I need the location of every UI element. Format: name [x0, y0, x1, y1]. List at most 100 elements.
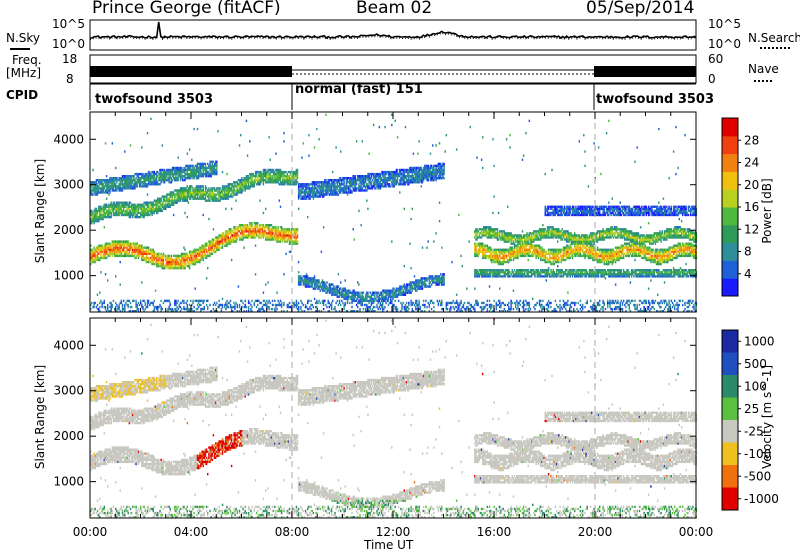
power-cell — [255, 299, 258, 303]
power-cell — [101, 187, 103, 190]
power-cell — [238, 191, 241, 194]
power-cell — [353, 179, 356, 182]
power-cell — [195, 250, 198, 253]
power-cell — [201, 256, 203, 260]
power-cell — [378, 299, 381, 303]
power-cell — [166, 172, 168, 176]
power-cell — [261, 232, 264, 235]
power-cell — [321, 281, 324, 284]
power-cell — [407, 172, 409, 176]
power-cell — [172, 203, 175, 206]
power-cell — [175, 267, 177, 270]
power-cell — [119, 242, 121, 245]
power-cell — [366, 310, 368, 313]
power-cell — [107, 205, 109, 208]
power-cell — [140, 246, 142, 249]
power-cell — [145, 248, 148, 251]
power-cell — [388, 293, 391, 296]
power-cell — [105, 189, 108, 192]
power-cell — [163, 205, 166, 208]
power-cell — [186, 170, 189, 174]
power-cell — [160, 254, 162, 258]
power-cell — [399, 291, 401, 294]
power-cell — [129, 244, 132, 247]
power-cell — [146, 179, 149, 182]
power-cell — [95, 250, 98, 253]
power-cell — [150, 183, 152, 186]
power-cell — [236, 303, 239, 307]
power-cell — [315, 181, 317, 184]
power-cell — [385, 291, 387, 294]
power-cell — [145, 256, 148, 260]
power-cell — [197, 197, 200, 200]
power-cell — [416, 170, 418, 174]
power-cell — [159, 303, 161, 307]
power-cell — [322, 191, 325, 194]
power-cell — [90, 254, 92, 258]
power-cell — [204, 189, 207, 192]
power-cell — [200, 197, 202, 200]
power-cell — [333, 291, 335, 294]
power-cell — [242, 224, 244, 227]
power-cell — [245, 224, 248, 227]
power-cell — [103, 191, 106, 194]
power-cell — [237, 285, 240, 288]
power-cell — [200, 307, 202, 311]
power-cell — [199, 185, 201, 188]
power-cell — [169, 199, 171, 202]
power-cell — [205, 172, 208, 176]
power-cell — [401, 172, 403, 176]
power-cell — [258, 183, 260, 186]
power-cell — [160, 262, 162, 266]
power-cell — [193, 256, 195, 260]
power-cell — [325, 113, 327, 116]
power-cell — [107, 252, 109, 256]
power-cell — [140, 205, 142, 208]
power-cell — [362, 299, 365, 303]
power-cell — [266, 181, 268, 184]
power-cell — [296, 181, 299, 184]
power-cell — [284, 234, 286, 237]
power-cell — [178, 254, 181, 258]
power-cell — [194, 299, 196, 303]
power-cell — [288, 177, 291, 180]
power-cell — [152, 177, 154, 180]
power-cell — [157, 170, 159, 174]
power-cell — [102, 217, 104, 221]
power-cell — [135, 246, 137, 249]
power-cell — [136, 185, 139, 188]
power-cell — [261, 307, 264, 311]
power-cell — [272, 238, 275, 241]
power-cell — [321, 289, 324, 292]
power-cell — [360, 224, 362, 227]
power-cell — [372, 183, 375, 186]
power-cell — [368, 187, 370, 190]
power-cell — [418, 307, 420, 311]
power-cell — [309, 281, 311, 284]
power-cell — [247, 228, 250, 231]
power-cell — [246, 234, 249, 237]
power-cell — [110, 244, 112, 247]
power-cell — [126, 244, 128, 247]
power-cell — [269, 179, 271, 182]
power-cell — [186, 310, 189, 313]
power-cell — [119, 177, 121, 180]
power-cell — [150, 207, 152, 211]
power-cell — [124, 211, 126, 215]
power-cell — [410, 170, 412, 174]
power-cell — [112, 203, 115, 206]
power-cell — [127, 187, 129, 190]
power-cell — [220, 197, 223, 200]
power-cell — [343, 187, 345, 190]
power-cell — [104, 211, 107, 215]
power-cell — [335, 187, 337, 190]
power-cell — [227, 238, 229, 241]
power-cell — [226, 230, 228, 233]
power-cell — [225, 234, 227, 237]
power-cell — [405, 301, 408, 305]
power-cell — [176, 301, 178, 305]
power-cell — [174, 172, 176, 176]
power-cell — [287, 230, 290, 233]
power-cell — [188, 267, 191, 270]
power-cell — [335, 185, 337, 188]
